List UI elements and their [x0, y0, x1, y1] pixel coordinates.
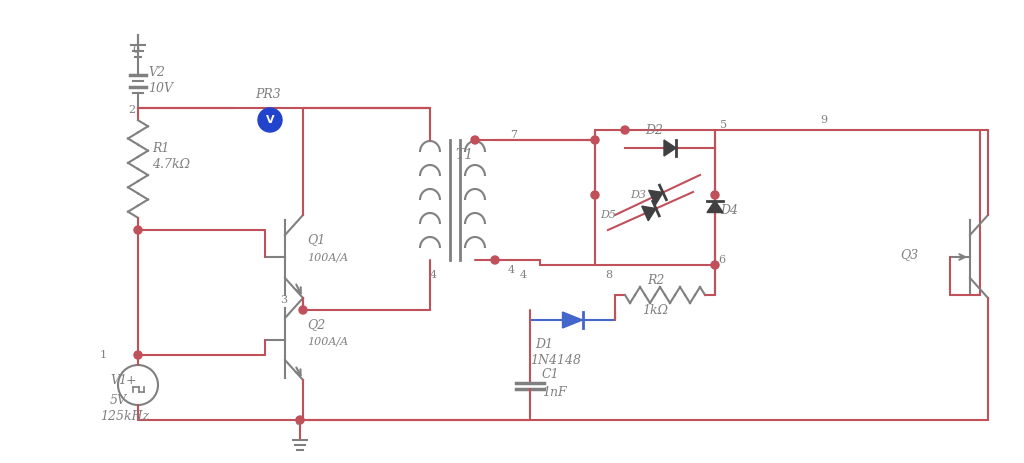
Circle shape [591, 136, 599, 144]
Text: 9: 9 [820, 115, 827, 125]
Polygon shape [642, 206, 656, 221]
Text: 4: 4 [508, 265, 515, 275]
Text: Q1: Q1 [307, 233, 326, 246]
Circle shape [490, 256, 499, 264]
Polygon shape [562, 312, 583, 328]
Text: R2: R2 [647, 274, 665, 287]
Text: 6: 6 [718, 255, 725, 265]
Polygon shape [648, 190, 663, 205]
Text: 1: 1 [100, 350, 108, 360]
Text: D1: D1 [535, 338, 553, 351]
Text: 0: 0 [294, 417, 301, 427]
Text: 2: 2 [128, 105, 135, 115]
Circle shape [471, 136, 479, 144]
Text: V1: V1 [110, 374, 127, 387]
Circle shape [296, 416, 304, 424]
Text: 0: 0 [132, 45, 139, 55]
Text: +: + [126, 374, 136, 387]
Text: D2: D2 [645, 124, 663, 137]
Circle shape [134, 226, 142, 234]
Text: 100A/A: 100A/A [307, 337, 348, 347]
Circle shape [591, 191, 599, 199]
Circle shape [299, 306, 307, 314]
Circle shape [134, 351, 142, 359]
Polygon shape [707, 200, 723, 213]
Text: Q2: Q2 [307, 319, 326, 332]
Text: 125kHz: 125kHz [100, 409, 150, 423]
Text: 1nF: 1nF [542, 387, 566, 400]
Text: 8: 8 [605, 270, 612, 280]
Text: 3: 3 [280, 295, 287, 305]
Circle shape [258, 108, 282, 132]
Text: 10V: 10V [148, 81, 173, 94]
Text: 5: 5 [720, 120, 727, 130]
Text: 100A/A: 100A/A [307, 252, 348, 262]
Text: 4: 4 [520, 270, 527, 280]
Text: V: V [265, 115, 274, 125]
Text: R1: R1 [152, 142, 169, 155]
Text: 4: 4 [430, 270, 437, 280]
Text: 5V: 5V [110, 394, 127, 407]
Circle shape [711, 191, 719, 199]
Text: D4: D4 [720, 204, 738, 217]
Circle shape [621, 126, 629, 134]
Text: 1kΩ: 1kΩ [642, 304, 668, 317]
Text: D3: D3 [630, 190, 646, 200]
Text: V2: V2 [148, 65, 165, 79]
Text: 7: 7 [510, 130, 517, 140]
Text: D5: D5 [600, 210, 616, 220]
Text: T1: T1 [455, 148, 473, 162]
Text: 4.7kΩ: 4.7kΩ [152, 158, 190, 171]
Circle shape [711, 261, 719, 269]
Text: PR3: PR3 [255, 88, 281, 101]
Polygon shape [664, 140, 676, 156]
Text: C1: C1 [542, 369, 560, 382]
Text: 1N4148: 1N4148 [530, 353, 581, 367]
Text: Q3: Q3 [900, 249, 919, 262]
